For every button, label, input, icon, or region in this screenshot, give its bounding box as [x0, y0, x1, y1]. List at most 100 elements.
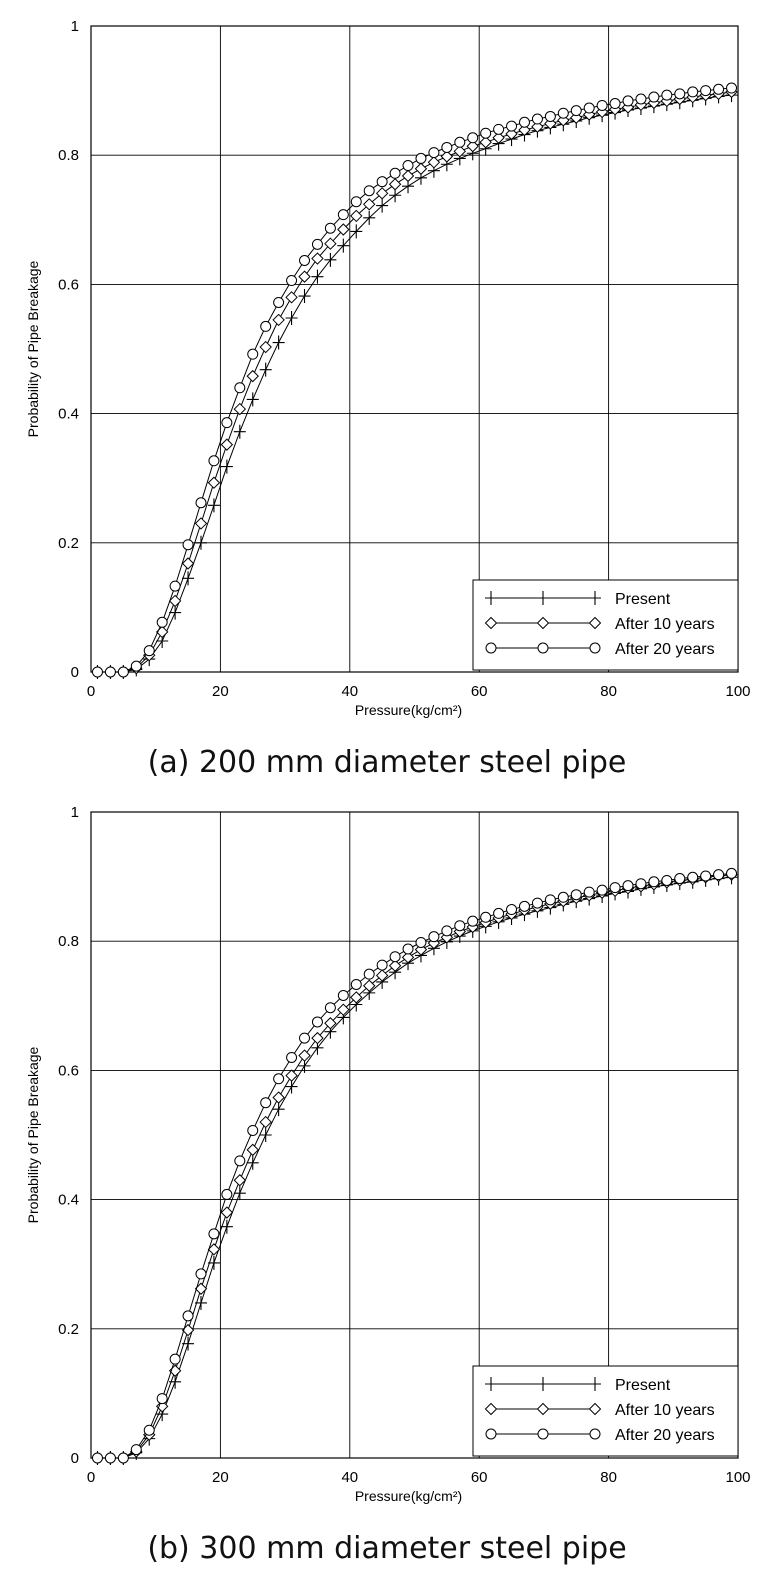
legend-marker-diamond	[588, 1402, 602, 1416]
data-point-circle	[208, 1228, 220, 1240]
data-point-circle	[674, 88, 686, 100]
data-point-diamond	[531, 120, 544, 133]
legend-marker-plus	[537, 1377, 549, 1391]
data-point-circle	[570, 105, 582, 117]
data-point-circle	[557, 107, 569, 119]
legend-label: Present	[615, 591, 671, 608]
data-point-diamond	[272, 313, 285, 327]
data-point-plus	[337, 238, 350, 253]
data-point-circle	[363, 968, 375, 980]
y-tick-label: 0	[71, 664, 79, 681]
data-point-plus	[194, 535, 207, 550]
data-point-circle	[311, 238, 323, 250]
y-tick-label: 0	[71, 1450, 79, 1467]
data-point-diamond	[298, 1049, 311, 1062]
data-point-diamond	[285, 291, 298, 304]
data-point-circle	[609, 98, 621, 110]
y-axis-label: Probability of Pipe Breakage	[25, 260, 41, 437]
data-point-plus	[207, 498, 220, 513]
data-point-circle	[273, 296, 285, 308]
data-point-circle	[557, 891, 569, 903]
data-point-plus	[220, 459, 233, 474]
x-tick-label: 40	[341, 683, 358, 700]
data-point-circle	[480, 911, 492, 923]
data-point-circle	[376, 959, 388, 971]
data-point-circle	[687, 86, 699, 98]
data-point-diamond	[337, 223, 350, 236]
y-axis-label: Probability of Pipe Breakage	[25, 1046, 41, 1223]
data-point-circle	[376, 176, 388, 188]
data-point-diamond	[401, 951, 415, 964]
chart-b-svg: 0 20 40 60 80 100 0 0.2 0.4 0.6 0.8 1 Pressure(kg/cm…	[25, 804, 751, 1566]
data-point-circle	[286, 275, 298, 287]
legend-marker-plus	[589, 591, 601, 605]
data-point-circle	[143, 1424, 155, 1436]
legend-marker-circle	[485, 1428, 497, 1440]
data-point-circle	[661, 89, 673, 101]
data-point-plus	[182, 571, 195, 586]
legend-marker-diamond	[536, 1402, 550, 1416]
x-tick-label: 0	[87, 1469, 95, 1486]
x-tick-label: 80	[600, 1469, 617, 1486]
data-point-circle	[635, 93, 647, 105]
x-tick-label: 20	[212, 1469, 229, 1486]
data-point-circle	[299, 1032, 311, 1044]
data-point-circle	[156, 616, 168, 628]
series-circle	[91, 82, 738, 678]
chart-caption: (a) 200 mm diameter steel pipe	[148, 745, 627, 780]
x-tick-label: 60	[471, 683, 488, 700]
data-point-plus	[233, 424, 246, 439]
legend: Present After 10 years After 20 years	[472, 579, 739, 671]
data-point-circle	[544, 110, 556, 122]
legend-marker-plus	[485, 591, 497, 605]
data-point-circle	[531, 897, 543, 909]
data-point-diamond	[324, 237, 337, 250]
data-point-diamond	[194, 517, 208, 530]
chart-panel-b: 0 20 40 60 80 100 0 0.2 0.4 0.6 0.8 1 Pressure(kg/cm…	[0, 786, 771, 1572]
y-tick-label: 0.8	[58, 933, 79, 950]
data-point-circle	[247, 348, 259, 360]
data-point-diamond	[246, 1143, 259, 1157]
data-point-circle	[596, 99, 608, 111]
y-tick-label: 0.6	[58, 1062, 79, 1079]
data-point-plus	[311, 269, 324, 284]
legend-label: After 20 years	[615, 641, 715, 658]
data-point-plus	[298, 289, 311, 304]
data-point-circle	[260, 1097, 272, 1109]
legend-label: After 10 years	[615, 1402, 715, 1419]
data-point-circle	[415, 152, 427, 164]
data-point-plus	[169, 605, 182, 620]
data-point-circle	[635, 878, 647, 890]
data-point-circle	[182, 1310, 194, 1322]
data-point-diamond	[350, 209, 363, 223]
data-point-circle	[104, 1452, 116, 1464]
data-point-plus	[324, 252, 337, 267]
data-point-circle	[208, 455, 220, 467]
legend-marker-circle	[537, 642, 549, 654]
data-point-diamond	[220, 438, 234, 451]
data-point-circle	[661, 874, 673, 886]
data-point-diamond	[363, 979, 376, 992]
x-tick-label: 100	[725, 683, 750, 700]
chart-caption: (b) 300 mm diameter steel pipe	[147, 1531, 626, 1566]
data-point-circle	[687, 871, 699, 883]
data-point-circle	[454, 136, 466, 148]
y-tick-label: 0.8	[58, 147, 79, 164]
data-point-circle	[337, 209, 349, 221]
x-tick-label: 100	[725, 1469, 750, 1486]
data-point-plus	[285, 1079, 298, 1094]
data-point-diamond	[233, 402, 247, 416]
data-point-circle	[506, 904, 518, 916]
data-point-diamond	[285, 1069, 298, 1082]
legend-marker-plus	[589, 1377, 601, 1391]
data-point-diamond	[259, 1115, 272, 1129]
data-point-diamond	[375, 969, 389, 982]
data-point-circle	[130, 1444, 142, 1456]
legend-box	[472, 579, 739, 671]
data-point-circle	[622, 95, 634, 107]
data-point-plus	[376, 198, 389, 213]
x-tick-label: 0	[87, 683, 95, 700]
data-point-plus	[233, 1186, 246, 1201]
data-point-diamond	[518, 123, 531, 137]
data-point-circle	[221, 417, 233, 429]
